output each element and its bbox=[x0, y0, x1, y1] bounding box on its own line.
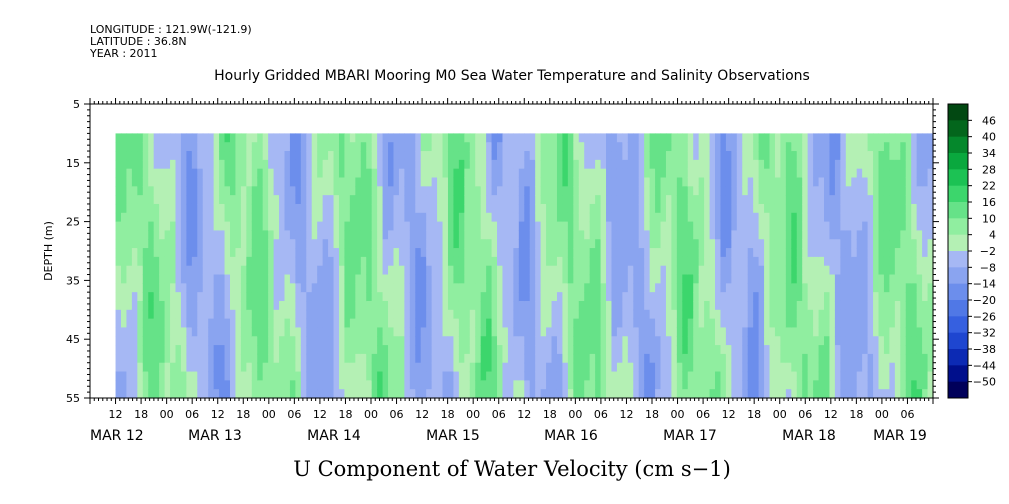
chart-title: Hourly Gridded MBARI Mooring M0 Sea Wate… bbox=[214, 68, 810, 84]
colorbar-swatch bbox=[948, 202, 968, 219]
x-tick-label: 12 bbox=[211, 408, 225, 421]
x-tick-label: 18 bbox=[543, 408, 557, 421]
x-date-label: MAR 14 bbox=[307, 428, 361, 444]
x-tick-label: 06 bbox=[185, 408, 199, 421]
colorbar-label: −38 bbox=[973, 343, 996, 356]
colorbar-swatch bbox=[948, 169, 968, 187]
colorbar-swatch bbox=[948, 136, 968, 154]
x-tick-label: 00 bbox=[568, 408, 582, 421]
colorbar: 46 40 34 28 22 16 10 4 −2 −8 −14 −20 −26 −32 −38 −44 −50 bbox=[947, 103, 996, 399]
chart-subtitle: U Component of Water Velocity (cm s−1) bbox=[293, 457, 731, 481]
x-tick-label: 18 bbox=[645, 408, 659, 421]
y-axis-label: DEPTH (m) bbox=[42, 221, 55, 281]
heatmap-field bbox=[115, 133, 934, 399]
colorbar-label: 22 bbox=[982, 180, 996, 193]
x-tick-label: 00 bbox=[773, 408, 787, 421]
x-axis: 12 18 00 06 12 18 00 06 12 18 00 06 12 18 00 06 12 18 00 06… bbox=[89, 98, 934, 444]
x-tick-label: 18 bbox=[441, 408, 455, 421]
x-date-label: MAR 12 bbox=[90, 428, 144, 444]
x-tick-label: 12 bbox=[517, 408, 531, 421]
colorbar-swatch bbox=[948, 104, 968, 121]
colorbar-label: −14 bbox=[973, 278, 996, 291]
x-tick-label: 18 bbox=[134, 408, 148, 421]
x-tick-label: 00 bbox=[671, 408, 685, 421]
colorbar-label: −2 bbox=[980, 245, 996, 258]
x-date-label: MAR 15 bbox=[426, 428, 480, 444]
x-tick-label: 06 bbox=[900, 408, 914, 421]
x-tick-label: 18 bbox=[747, 408, 761, 421]
y-tick-label: 25 bbox=[66, 216, 80, 229]
x-tick-label: 12 bbox=[619, 408, 633, 421]
colorbar-label: 16 bbox=[982, 196, 996, 209]
colorbar-swatch bbox=[948, 153, 968, 170]
x-tick-label: 18 bbox=[849, 408, 863, 421]
colorbar-label: 10 bbox=[982, 212, 996, 225]
x-tick-label: 06 bbox=[594, 408, 608, 421]
x-tick-label: 00 bbox=[875, 408, 889, 421]
colorbar-swatch bbox=[948, 316, 968, 334]
colorbar-swatch bbox=[948, 365, 968, 383]
x-date-label: MAR 13 bbox=[188, 428, 242, 444]
x-tick-label: 12 bbox=[415, 408, 429, 421]
y-tick-label: 55 bbox=[66, 392, 80, 405]
colorbar-label: −50 bbox=[973, 376, 996, 389]
colorbar-label: −8 bbox=[980, 261, 996, 274]
colorbar-label: −44 bbox=[973, 359, 996, 372]
y-axis: 5 15 25 35 45 55 bbox=[66, 98, 939, 405]
x-tick-label: 18 bbox=[236, 408, 250, 421]
y-tick-label: 15 bbox=[66, 157, 80, 170]
colorbar-swatch bbox=[948, 381, 968, 399]
x-tick-label: 00 bbox=[466, 408, 480, 421]
colorbar-label: 4 bbox=[989, 229, 996, 242]
x-tick-label: 00 bbox=[160, 408, 174, 421]
x-tick-label: 06 bbox=[287, 408, 301, 421]
y-tick-label: 5 bbox=[73, 98, 80, 111]
colorbar-swatch bbox=[948, 218, 968, 236]
colorbar-swatch bbox=[948, 234, 968, 252]
x-tick-label: 12 bbox=[722, 408, 736, 421]
longitude-label: LONGITUDE : 121.9W(-121.9) bbox=[90, 23, 252, 36]
x-tick-label: 06 bbox=[696, 408, 710, 421]
colorbar-swatch bbox=[948, 267, 968, 285]
colorbar-label: 28 bbox=[982, 163, 996, 176]
colorbar-label: −20 bbox=[973, 294, 996, 307]
colorbar-swatch bbox=[948, 251, 968, 268]
x-tick-label: 18 bbox=[338, 408, 352, 421]
x-date-label: MAR 19 bbox=[873, 428, 927, 444]
x-date-label: MAR 16 bbox=[544, 428, 598, 444]
x-tick-label: 06 bbox=[798, 408, 812, 421]
x-date-label: MAR 18 bbox=[782, 428, 836, 444]
colorbar-label: −26 bbox=[973, 310, 996, 323]
colorbar-swatch bbox=[948, 349, 968, 366]
latitude-label: LATITUDE : 36.8N bbox=[90, 35, 187, 48]
colorbar-swatch bbox=[948, 283, 968, 301]
y-tick-label: 45 bbox=[66, 333, 80, 346]
colorbar-label: −32 bbox=[973, 327, 996, 340]
x-tick-label: 06 bbox=[492, 408, 506, 421]
x-tick-label: 12 bbox=[109, 408, 123, 421]
colorbar-swatch bbox=[948, 185, 968, 203]
x-tick-label: 00 bbox=[364, 408, 378, 421]
colorbar-label: 40 bbox=[982, 131, 996, 144]
colorbar-label: 34 bbox=[982, 147, 996, 160]
colorbar-swatch bbox=[948, 300, 968, 317]
colorbar-swatch bbox=[948, 120, 968, 138]
x-tick-label: 06 bbox=[390, 408, 404, 421]
year-label: YEAR : 2011 bbox=[90, 47, 158, 60]
x-tick-label: 12 bbox=[824, 408, 838, 421]
colorbar-label: 46 bbox=[982, 114, 996, 127]
x-tick-label: 12 bbox=[313, 408, 327, 421]
x-date-label: MAR 17 bbox=[663, 428, 717, 444]
y-tick-label: 35 bbox=[66, 274, 80, 287]
x-tick-label: 00 bbox=[262, 408, 276, 421]
colorbar-swatch bbox=[948, 332, 968, 350]
